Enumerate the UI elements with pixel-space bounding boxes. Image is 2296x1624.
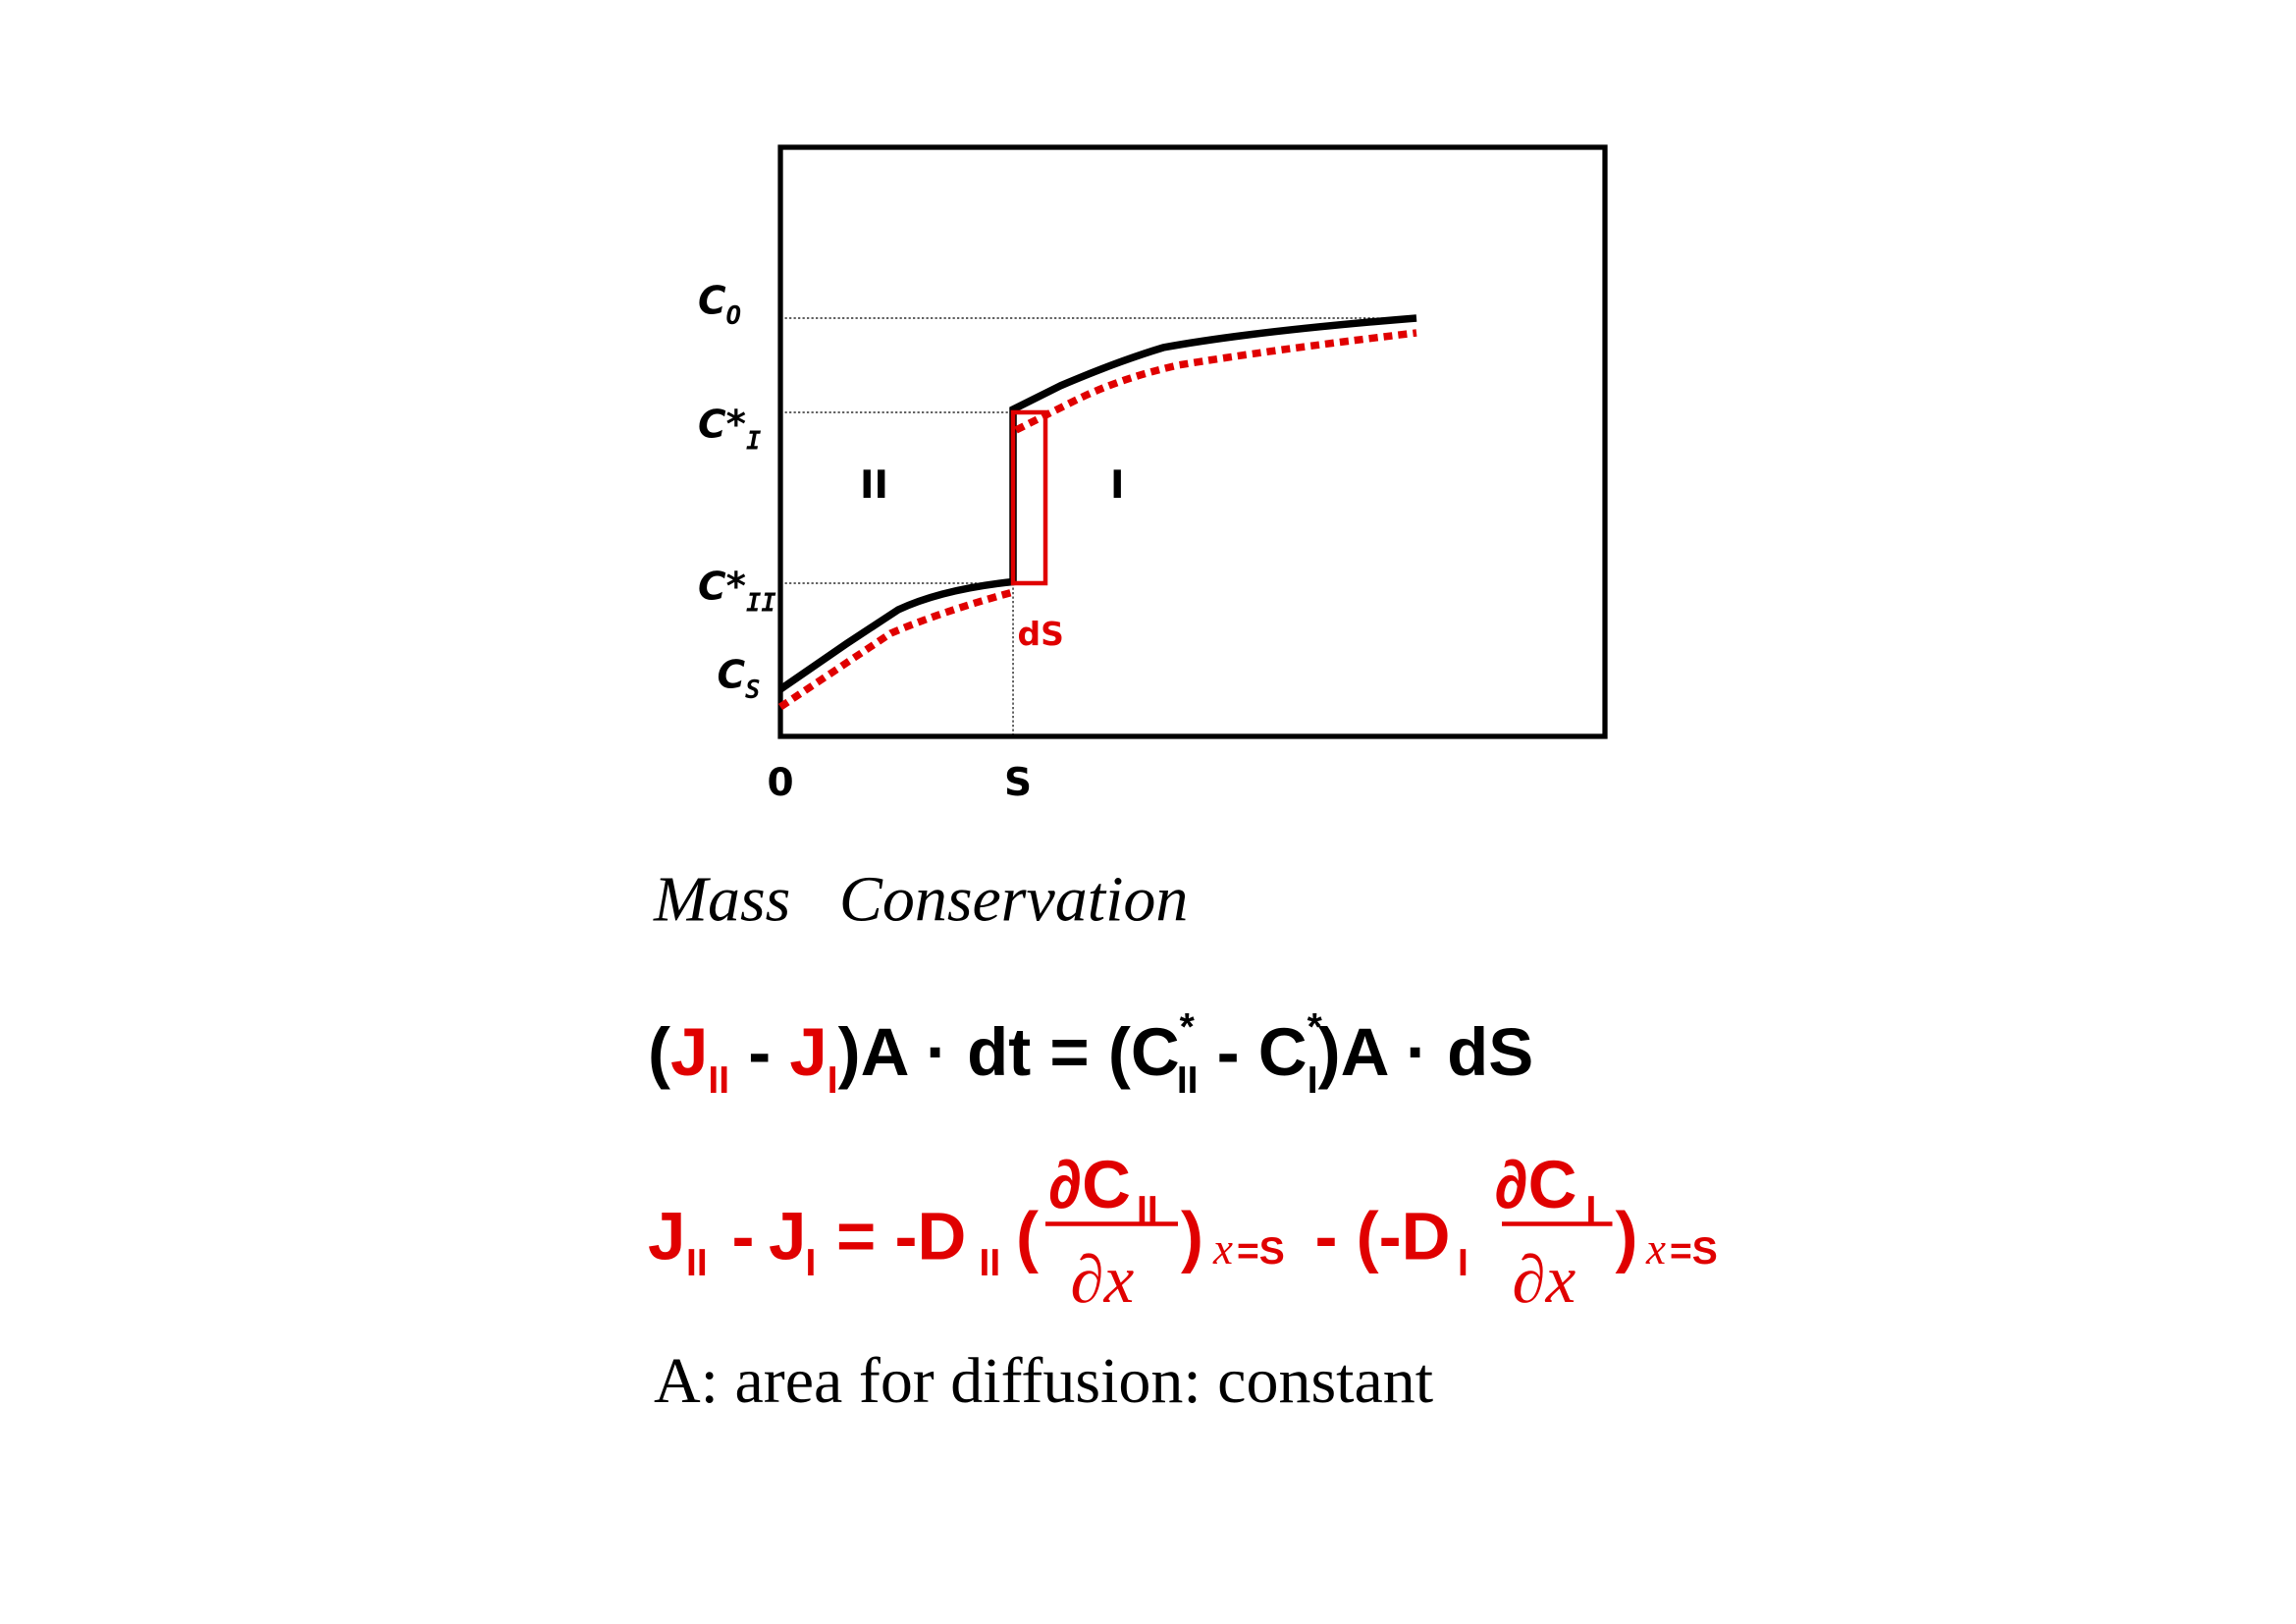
eq-token: J bbox=[648, 1198, 685, 1273]
eq-token: - bbox=[732, 1198, 755, 1273]
caption: Mass Conservation bbox=[653, 863, 1188, 935]
profile-t bbox=[777, 314, 1417, 693]
eq-token: ∂C bbox=[1048, 1147, 1131, 1222]
y-label: C*I bbox=[698, 403, 761, 456]
eq-token: =S bbox=[1670, 1230, 1718, 1272]
y-label: C*II bbox=[698, 565, 776, 618]
eq-token: I bbox=[1586, 1189, 1597, 1231]
eq-token: =S bbox=[1237, 1230, 1285, 1272]
eq-token: II bbox=[980, 1242, 1001, 1284]
eq-token: ∂x bbox=[1071, 1242, 1135, 1317]
eq-token: I bbox=[1458, 1242, 1468, 1284]
frame bbox=[777, 144, 1608, 739]
eq-token: x bbox=[1212, 1224, 1233, 1273]
region-label: II bbox=[860, 463, 888, 508]
diagram: CO C*I C*II CS II I dS 0 S bbox=[698, 144, 1608, 805]
eq-token: ( bbox=[1016, 1198, 1039, 1273]
interface-slab bbox=[1010, 409, 1048, 586]
eq-token: I bbox=[806, 1242, 817, 1284]
eq-token: x bbox=[1645, 1224, 1666, 1273]
note: A: area for diffusion: constant bbox=[654, 1345, 1433, 1417]
eq-token: ∂C bbox=[1495, 1147, 1577, 1222]
profile-t-dt bbox=[777, 329, 1417, 711]
equation-1: (JII - JI)A · dt = (C* II - C* I)A · dS bbox=[648, 1006, 1533, 1102]
eq-token: II bbox=[1137, 1189, 1158, 1231]
eq-token: ∂x bbox=[1513, 1242, 1576, 1317]
eq-token: = -D bbox=[836, 1198, 966, 1273]
x-label: S bbox=[1004, 761, 1032, 805]
y-label: CS bbox=[718, 653, 761, 704]
eq-token: II bbox=[686, 1242, 708, 1284]
guides bbox=[780, 317, 1417, 736]
y-label: CO bbox=[698, 279, 741, 330]
region-label: I bbox=[1110, 463, 1125, 508]
interface-label: dS bbox=[1018, 615, 1064, 653]
equation-2: J II - J I = -D II ( ∂C II ∂x ) x =S - (… bbox=[648, 1147, 1718, 1317]
eq-token: J bbox=[769, 1198, 806, 1273]
x-label: 0 bbox=[768, 761, 794, 805]
eq-token: ) bbox=[1181, 1198, 1203, 1273]
eq-token: ) bbox=[1616, 1198, 1638, 1273]
eq-token: - (-D bbox=[1315, 1198, 1451, 1273]
